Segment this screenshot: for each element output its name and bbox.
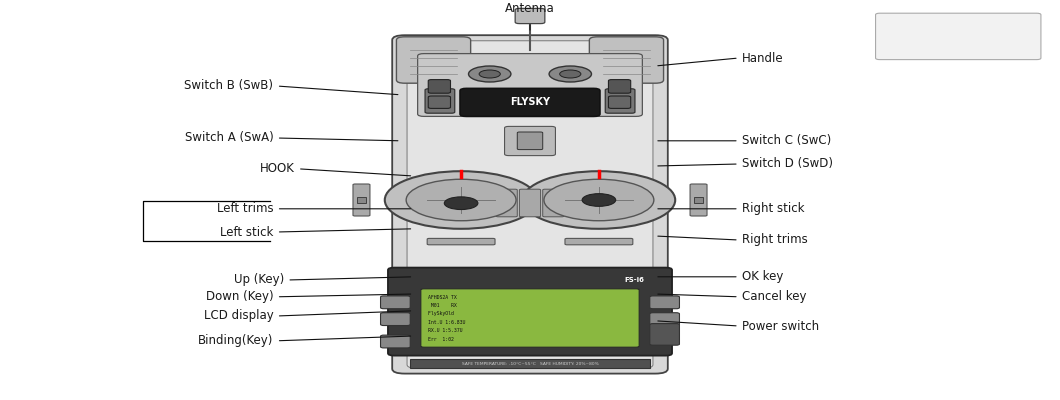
FancyBboxPatch shape: [381, 313, 410, 326]
Text: Up (Key): Up (Key): [234, 274, 284, 286]
Circle shape: [479, 70, 500, 78]
Text: SAFE TEMPERATURE: -10°C~55°C   SAFE HUMIDITY: 20%~80%: SAFE TEMPERATURE: -10°C~55°C SAFE HUMIDI…: [461, 362, 599, 366]
Circle shape: [560, 70, 581, 78]
FancyBboxPatch shape: [428, 80, 450, 93]
Text: Switch A (SwA): Switch A (SwA): [184, 132, 273, 144]
Circle shape: [582, 194, 616, 206]
Text: Left stick: Left stick: [220, 226, 273, 238]
Text: Switch C (SwC): Switch C (SwC): [742, 134, 831, 147]
Text: M01    RX: M01 RX: [428, 303, 463, 308]
Text: Err  1:02: Err 1:02: [428, 337, 463, 342]
Text: Antenna: Antenna: [506, 2, 554, 15]
FancyBboxPatch shape: [608, 80, 631, 93]
FancyBboxPatch shape: [381, 335, 410, 348]
Circle shape: [469, 66, 511, 82]
Text: LCD display: LCD display: [204, 310, 273, 322]
FancyBboxPatch shape: [650, 324, 679, 345]
FancyBboxPatch shape: [421, 289, 639, 347]
Text: Right trims: Right trims: [742, 234, 808, 246]
FancyBboxPatch shape: [353, 184, 370, 216]
Bar: [357, 197, 366, 203]
Text: AFHDS2A TX: AFHDS2A TX: [428, 295, 463, 300]
Circle shape: [544, 179, 654, 221]
Text: HOOK: HOOK: [260, 162, 295, 175]
Circle shape: [523, 171, 675, 229]
FancyBboxPatch shape: [605, 89, 635, 113]
FancyBboxPatch shape: [519, 189, 541, 217]
Circle shape: [549, 66, 591, 82]
FancyBboxPatch shape: [396, 37, 471, 83]
Text: Cancel key: Cancel key: [742, 290, 807, 303]
FancyBboxPatch shape: [505, 126, 555, 156]
Circle shape: [406, 179, 516, 221]
Bar: [410, 359, 650, 368]
FancyBboxPatch shape: [650, 296, 679, 309]
Text: Switch D (SwD): Switch D (SwD): [742, 158, 833, 170]
FancyBboxPatch shape: [690, 184, 707, 216]
Circle shape: [385, 171, 537, 229]
FancyBboxPatch shape: [418, 54, 642, 116]
FancyBboxPatch shape: [565, 238, 633, 245]
FancyBboxPatch shape: [543, 189, 564, 217]
Text: FLYSKY: FLYSKY: [510, 97, 550, 107]
Circle shape: [444, 197, 478, 210]
FancyBboxPatch shape: [460, 88, 600, 116]
FancyBboxPatch shape: [650, 313, 679, 326]
Text: Right stick: Right stick: [742, 202, 805, 215]
FancyBboxPatch shape: [517, 132, 543, 150]
FancyBboxPatch shape: [427, 238, 495, 245]
FancyBboxPatch shape: [407, 41, 653, 368]
FancyBboxPatch shape: [589, 37, 664, 83]
FancyBboxPatch shape: [608, 96, 631, 108]
Text: Left trims: Left trims: [217, 202, 273, 215]
Text: RX.U 1:5.37U: RX.U 1:5.37U: [428, 328, 463, 333]
Text: Down (Key): Down (Key): [206, 290, 273, 303]
Bar: [694, 197, 703, 203]
Text: Handle: Handle: [742, 52, 783, 64]
FancyBboxPatch shape: [425, 89, 455, 113]
FancyBboxPatch shape: [876, 13, 1041, 60]
Text: Power switch: Power switch: [742, 320, 819, 332]
FancyBboxPatch shape: [496, 189, 517, 217]
Text: Binding(Key): Binding(Key): [198, 334, 273, 347]
Text: Switch B (SwB): Switch B (SwB): [184, 80, 273, 92]
FancyBboxPatch shape: [392, 35, 668, 374]
FancyBboxPatch shape: [515, 8, 545, 24]
Text: FlySkyOld: FlySkyOld: [428, 312, 463, 316]
Text: OK key: OK key: [742, 270, 783, 283]
Text: Int.U 1:6.83U: Int.U 1:6.83U: [428, 320, 465, 325]
FancyBboxPatch shape: [428, 96, 450, 108]
FancyBboxPatch shape: [388, 268, 672, 356]
Text: FS-i6: FS-i6: [624, 277, 644, 283]
FancyBboxPatch shape: [381, 296, 410, 309]
